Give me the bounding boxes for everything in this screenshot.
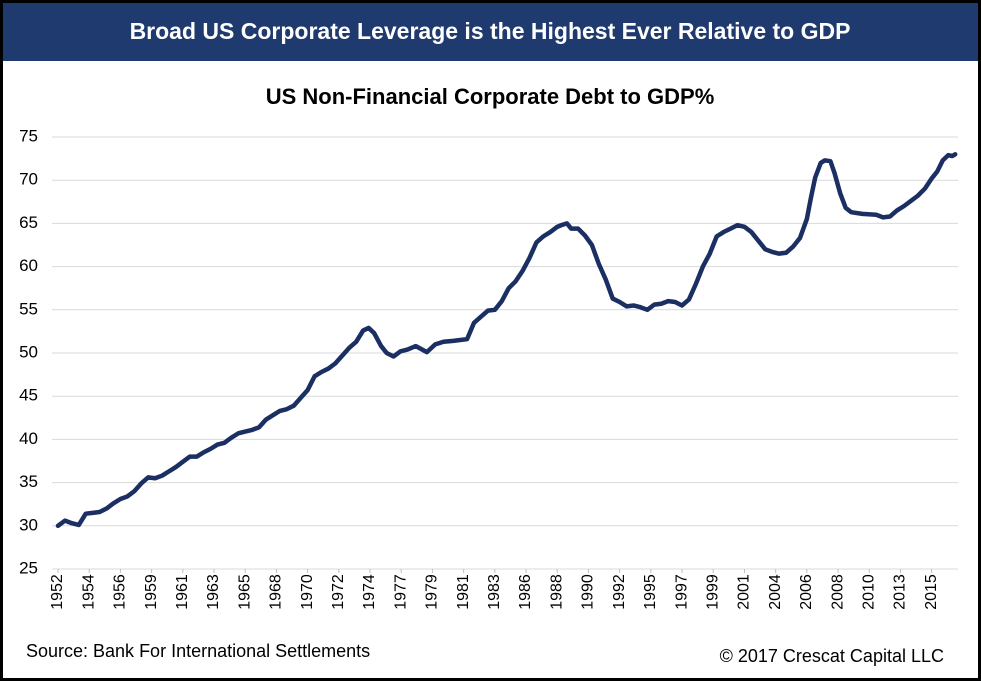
data-line: [55, 152, 958, 529]
x-tick-label: 1956: [112, 574, 129, 610]
x-tick-label: 1959: [143, 574, 160, 610]
x-tick-label: 1990: [580, 574, 597, 610]
copyright: © 2017 Crescat Capital LLC: [720, 646, 944, 666]
x-tick-label: 1961: [174, 574, 191, 610]
x-tick-label: 1977: [392, 574, 409, 610]
chart-title: US Non-Financial Corporate Debt to GDP%: [266, 84, 715, 109]
x-tick-label: 1952: [49, 574, 66, 610]
x-tick-label: 1968: [268, 574, 285, 610]
x-tick-label: 1983: [486, 574, 503, 610]
banner-bar: [3, 3, 978, 61]
y-tick-label: 30: [19, 515, 38, 534]
y-tick-label: 45: [19, 386, 38, 405]
x-tick-label: 2013: [892, 574, 909, 610]
y-tick-label: 40: [19, 429, 38, 448]
x-tick-label: 1963: [205, 574, 222, 610]
y-tick-label: 75: [19, 126, 38, 145]
x-tick-label: 2015: [923, 574, 940, 610]
x-tick-label: 1997: [673, 574, 690, 610]
x-tick-label: 1954: [80, 574, 97, 610]
y-tick-label: 65: [19, 213, 38, 232]
x-tick-label: 1995: [642, 574, 659, 610]
x-tick-label: 1974: [361, 574, 378, 610]
banner-title: Broad US Corporate Leverage is the Highe…: [130, 18, 851, 44]
x-tick-label: 1986: [517, 574, 534, 610]
x-tick-label: 2006: [798, 574, 815, 610]
x-tick-label: 1999: [704, 574, 721, 610]
y-tick-label: 55: [19, 299, 38, 318]
x-tick-label: 1970: [299, 574, 316, 610]
y-tick-label: 35: [19, 472, 38, 491]
y-tick-label: 50: [19, 342, 38, 361]
x-tick-label: 1988: [548, 574, 565, 610]
y-tick-label: 60: [19, 256, 38, 275]
x-tick-label: 2001: [736, 574, 753, 610]
x-tick-label: 1979: [424, 574, 441, 610]
x-tick-label: 1972: [330, 574, 347, 610]
y-tick-label: 25: [19, 558, 38, 577]
x-tick-label: 2004: [767, 574, 784, 610]
x-tick-label: 1992: [611, 574, 628, 610]
x-tick-label: 2010: [860, 574, 877, 610]
x-tick-label: 1981: [455, 574, 472, 610]
x-tick-label: 2008: [829, 574, 846, 610]
y-tick-label: 70: [19, 170, 38, 189]
source: Source: Bank For International Settlemen…: [26, 641, 370, 661]
x-tick-label: 1965: [236, 574, 253, 610]
